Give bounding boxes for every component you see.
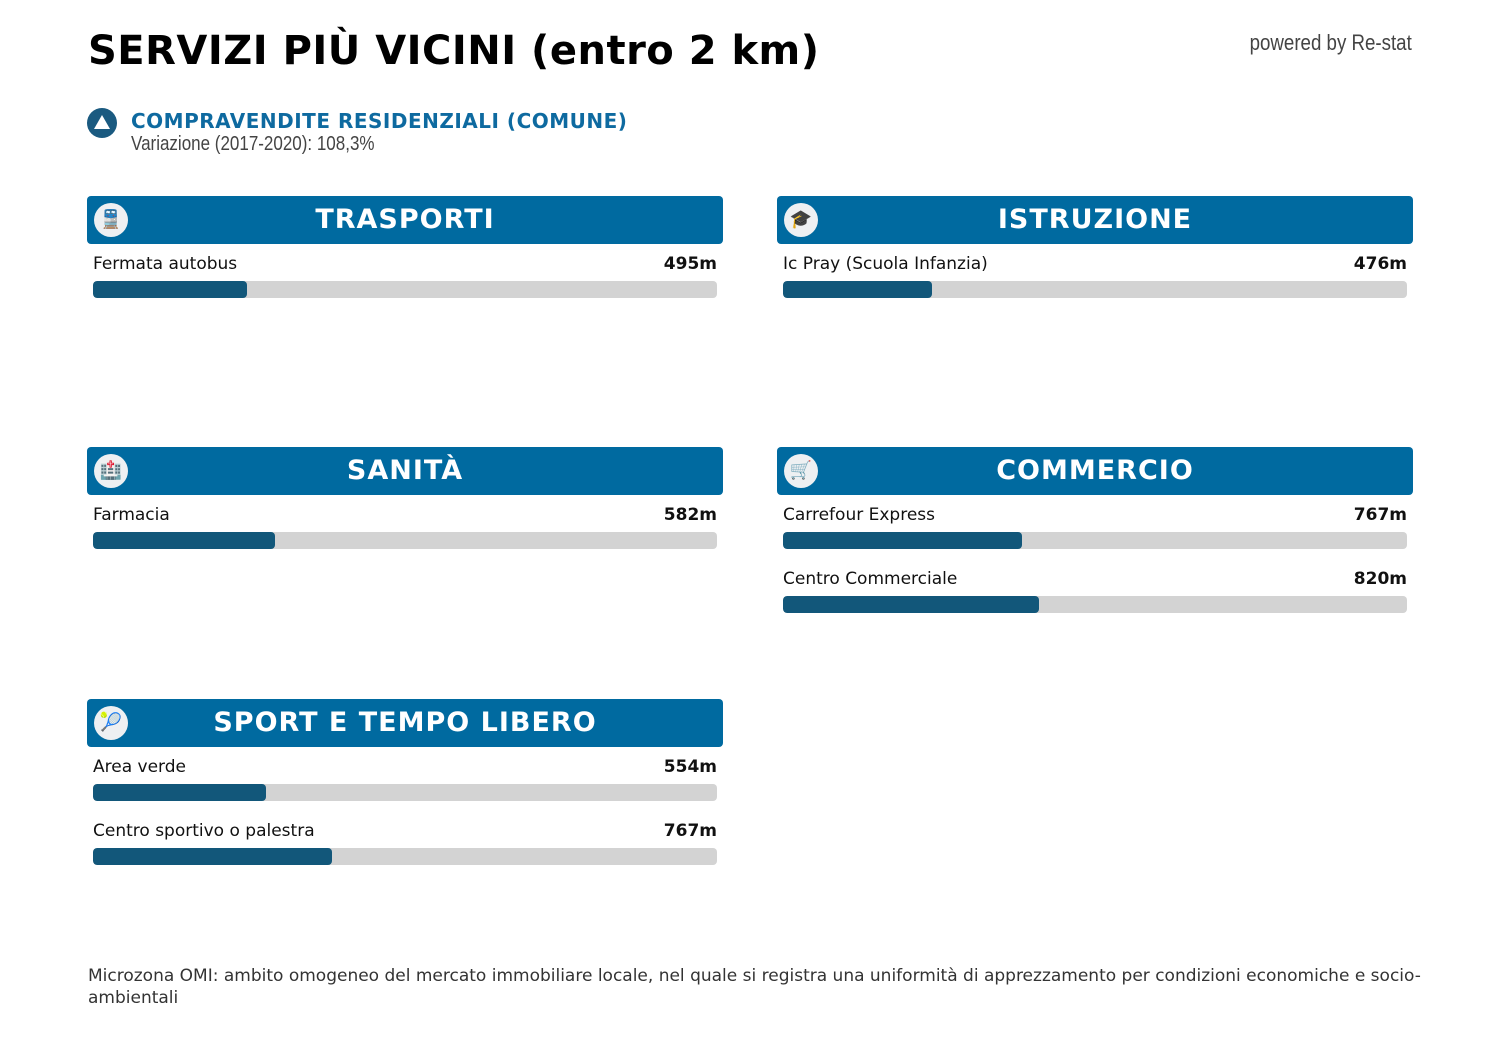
list-item: Area verde 554m xyxy=(87,747,723,811)
panel-header: 🎾 SPORT E TEMPO LIBERO xyxy=(87,699,723,747)
kpi-title: COMPRAVENDITE RESIDENZIALI (COMUNE) xyxy=(131,109,628,133)
panel-title: SPORT E TEMPO LIBERO xyxy=(213,707,597,738)
list-item: Carrefour Express 767m xyxy=(777,495,1413,559)
distance-bar-track xyxy=(93,784,717,801)
panel-commercio: 🛒 COMMERCIO Carrefour Express 767m Centro Co… xyxy=(777,447,1413,623)
panel-title: SANITÀ xyxy=(346,455,464,486)
item-label: Centro sportivo o palestra xyxy=(93,821,315,841)
distance-bar-fill xyxy=(93,848,333,865)
panel-header: 🚆 TRASPORTI xyxy=(87,196,723,244)
kpi-subtitle: Variazione (2017-2020): 108,3% xyxy=(131,133,375,155)
list-item: Farmacia 582m xyxy=(87,495,723,559)
panel-title: ISTRUZIONE xyxy=(997,204,1193,235)
item-label: Centro Commerciale xyxy=(783,569,958,589)
item-label: Area verde xyxy=(93,757,186,777)
cart-icon: 🛒 xyxy=(784,454,818,488)
distance-bar-track xyxy=(93,281,717,298)
tennis-racket-icon: 🎾 xyxy=(94,706,128,740)
distance-bar-track xyxy=(93,532,717,549)
distance-bar-track xyxy=(783,596,1407,613)
train-icon: 🚆 xyxy=(94,203,128,237)
panel-title: TRASPORTI xyxy=(315,204,495,235)
distance-bar-track xyxy=(783,532,1407,549)
list-item: Ic Pray (Scuola Infanzia) 476m xyxy=(777,244,1413,308)
panel-header: 🏥 SANITÀ xyxy=(87,447,723,495)
panel-istruzione: 🎓 ISTRUZIONE Ic Pray (Scuola Infanzia) 476m xyxy=(777,196,1413,308)
distance-bar-fill xyxy=(783,596,1039,613)
item-distance: 767m xyxy=(1353,505,1407,525)
distance-bar-fill xyxy=(93,281,248,298)
item-label: Farmacia xyxy=(93,505,170,525)
powered-by: powered by Re-stat xyxy=(1249,30,1412,55)
item-distance: 554m xyxy=(663,757,717,777)
list-item: Fermata autobus 495m xyxy=(87,244,723,308)
panel-trasporti: 🚆 TRASPORTI Fermata autobus 495m xyxy=(87,196,723,308)
item-distance: 582m xyxy=(663,505,717,525)
list-item: Centro Commerciale 820m xyxy=(777,559,1413,623)
distance-bar-track xyxy=(93,848,717,865)
panel-sanit-: 🏥 SANITÀ Farmacia 582m xyxy=(87,447,723,559)
item-distance: 495m xyxy=(663,254,717,274)
distance-bar-fill xyxy=(93,784,266,801)
item-label: Fermata autobus xyxy=(93,254,238,274)
panel-title: COMMERCIO xyxy=(996,455,1194,486)
list-item: Centro sportivo o palestra 767m xyxy=(87,811,723,875)
distance-bar-fill xyxy=(93,532,275,549)
hospital-icon: 🏥 xyxy=(94,454,128,488)
item-distance: 820m xyxy=(1353,569,1407,589)
distance-bar-track xyxy=(783,281,1407,298)
item-distance: 767m xyxy=(663,821,717,841)
panel-header: 🛒 COMMERCIO xyxy=(777,447,1413,495)
student-icon: 🎓 xyxy=(784,203,818,237)
panel-header: 🎓 ISTRUZIONE xyxy=(777,196,1413,244)
page-title: SERVIZI PIÙ VICINI (entro 2 km) xyxy=(88,28,820,74)
panel-sport-e-tempo-libero: 🎾 SPORT E TEMPO LIBERO Area verde 554m Centr… xyxy=(87,699,723,875)
distance-bar-fill xyxy=(783,281,932,298)
footnote: Microzona OMI: ambito omogeneo del merca… xyxy=(88,966,1421,1008)
triangle-up-icon xyxy=(87,108,117,138)
item-distance: 476m xyxy=(1353,254,1407,274)
item-label: Ic Pray (Scuola Infanzia) xyxy=(783,254,988,274)
item-label: Carrefour Express xyxy=(783,505,935,525)
distance-bar-fill xyxy=(783,532,1023,549)
